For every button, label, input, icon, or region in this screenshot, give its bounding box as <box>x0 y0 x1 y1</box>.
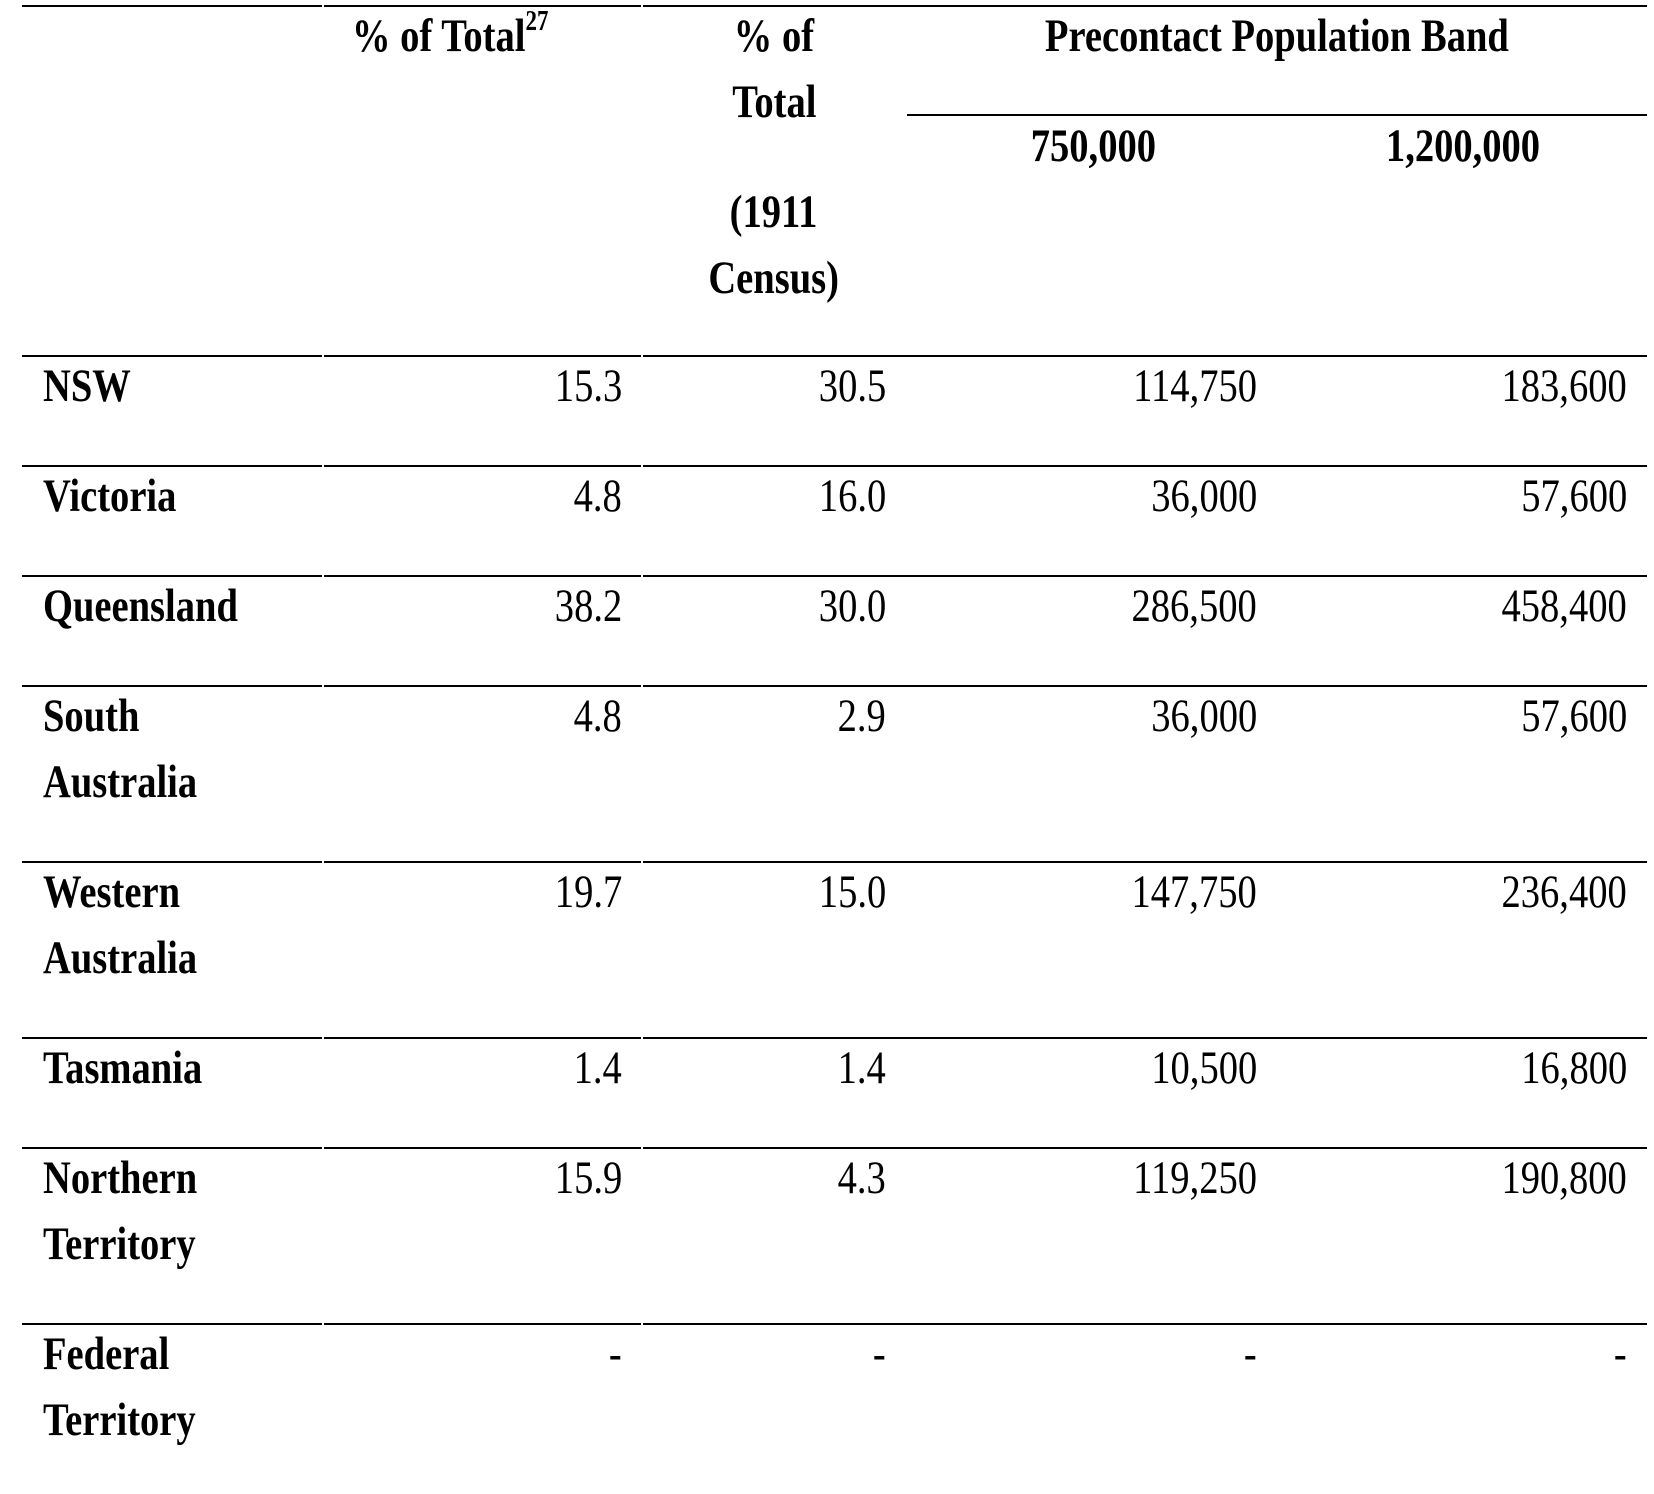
cell-band-1200k: 458,400 <box>1501 580 1627 632</box>
row-divider <box>643 1037 1647 1039</box>
row-divider <box>643 465 1647 467</box>
row-divider <box>643 1323 1647 1325</box>
cell-band-750k: 36,000 <box>1151 470 1257 522</box>
row-label: Northern Territory <box>43 1152 198 1270</box>
cell-pct-total: 15.9 <box>554 1152 622 1204</box>
row-label: NSW <box>43 360 131 412</box>
row-divider <box>22 355 322 357</box>
cell-pct-1911: 1.4 <box>837 1042 886 1094</box>
row-label: Victoria <box>43 470 177 522</box>
group-header-underline <box>907 114 1647 116</box>
row-divider <box>324 1147 641 1149</box>
cell-band-750k: 36,000 <box>1151 690 1257 742</box>
cell-band-1200k: 183,600 <box>1501 360 1627 412</box>
table-top-border <box>643 5 1647 7</box>
header-band-1200k: 1,200,000 <box>1279 113 1647 179</box>
header-band-750k-text: 750,000 <box>1030 120 1156 172</box>
cell-pct-1911: 4.3 <box>837 1152 886 1204</box>
cell-band-1200k: 236,400 <box>1501 866 1627 918</box>
row-divider <box>324 465 641 467</box>
cell-pct-total: 4.8 <box>573 470 622 522</box>
cell-pct-total: 1.4 <box>573 1042 622 1094</box>
row-divider <box>324 685 641 687</box>
row-divider <box>22 465 322 467</box>
row-label: Western Australia <box>43 866 198 984</box>
header-band-750k: 750,000 <box>907 113 1279 179</box>
row-divider <box>643 1147 1647 1149</box>
row-divider <box>324 575 641 577</box>
row-divider <box>324 355 641 357</box>
header-pct-total-text: % of Total <box>352 10 526 62</box>
row-divider <box>324 1323 641 1325</box>
cell-band-750k: 286,500 <box>1131 580 1257 632</box>
table-top-border <box>324 5 641 7</box>
row-divider <box>643 861 1647 863</box>
header-pct-1911-line4: Census) <box>708 252 840 304</box>
row-divider <box>643 575 1647 577</box>
cell-band-1200k: 57,600 <box>1521 690 1627 742</box>
row-divider <box>324 861 641 863</box>
row-divider <box>22 575 322 577</box>
header-band-1200k-text: 1,200,000 <box>1385 120 1541 172</box>
cell-band-1200k: 57,600 <box>1521 470 1627 522</box>
cell-pct-1911: 16.0 <box>818 470 886 522</box>
cell-pct-total: 4.8 <box>573 690 622 742</box>
cell-band-750k: 147,750 <box>1131 866 1257 918</box>
cell-band-1200k: - <box>1614 1328 1627 1380</box>
footnote-marker: 27 <box>525 6 549 38</box>
row-divider <box>22 1147 322 1149</box>
cell-band-750k: 114,750 <box>1133 360 1257 412</box>
cell-pct-total: 19.7 <box>554 866 622 918</box>
row-divider <box>22 685 322 687</box>
header-pct-1911-line1: % of <box>733 10 815 62</box>
cell-band-1200k: 16,800 <box>1521 1042 1627 1094</box>
cell-band-1200k: 190,800 <box>1501 1152 1627 1204</box>
row-divider <box>22 1323 322 1325</box>
row-divider <box>643 685 1647 687</box>
row-divider <box>22 1037 322 1039</box>
row-divider <box>643 355 1647 357</box>
row-label: Tasmania <box>43 1042 203 1094</box>
row-label: Federal Territory <box>43 1328 196 1446</box>
cell-pct-total: 15.3 <box>554 360 622 412</box>
header-pct-1911-line2: Total <box>731 76 817 128</box>
cell-pct-1911: 30.5 <box>818 360 886 412</box>
header-group-precontact: Precontact Population Band <box>907 3 1647 69</box>
cell-pct-1911: 2.9 <box>837 690 886 742</box>
table-top-border <box>22 5 322 7</box>
row-label: Queensland <box>43 580 238 632</box>
header-pct-1911: % of Total (1911 Census) <box>643 3 905 311</box>
row-divider <box>324 1037 641 1039</box>
cell-band-750k: 119,250 <box>1133 1152 1257 1204</box>
cell-pct-1911: 30.0 <box>818 580 886 632</box>
header-group-label: Precontact Population Band <box>1045 10 1509 62</box>
cell-pct-1911: 15.0 <box>818 866 886 918</box>
header-pct-total: % of Total27 <box>352 3 592 69</box>
cell-pct-total: 38.2 <box>554 580 622 632</box>
row-divider <box>22 861 322 863</box>
cell-band-750k: - <box>1244 1328 1257 1380</box>
header-pct-1911-line3: (1911 <box>730 186 818 238</box>
cell-pct-1911: - <box>873 1328 886 1380</box>
cell-band-750k: 10,500 <box>1151 1042 1257 1094</box>
row-label: South Australia <box>43 690 198 808</box>
cell-pct-total: - <box>609 1328 622 1380</box>
